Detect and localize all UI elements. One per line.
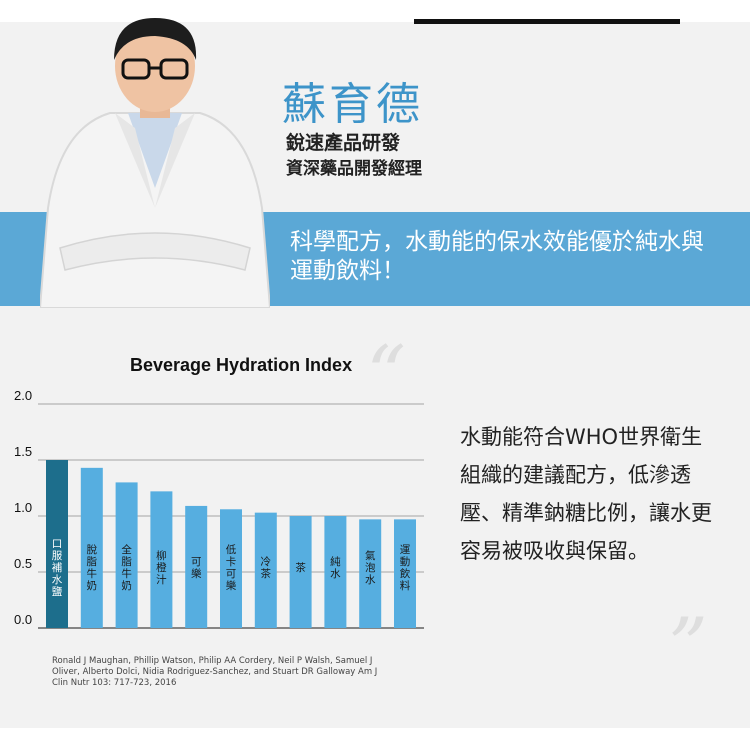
tagline-text: 科學配方，水動能的保水效能優於純水與運動飲料！ <box>290 229 704 284</box>
head-shape <box>115 20 195 112</box>
bar-label-1: 脫脂牛奶 <box>87 544 98 592</box>
hydration-chart: Beverage Hydration Index 0.0 0.5 1.0 1.5 2.0… <box>14 355 424 629</box>
lapel-left <box>115 113 155 208</box>
person-company: 銳速產品研發 <box>286 132 401 154</box>
person-title: 資深藥品開發經理 <box>286 159 422 179</box>
bar-label-5: 低卡可樂 <box>226 543 237 592</box>
bar-label-10: 運動飲料 <box>400 544 411 592</box>
bar-label-3: 柳橙汁 <box>156 549 167 586</box>
bar-0 <box>46 460 68 628</box>
description-text: 水動能符合WHO世界衛生組織的建議配方，低滲透壓、精準鈉糖比例，讓水更容易被吸收… <box>460 425 712 563</box>
y-tick-label: 1.5 <box>14 444 32 459</box>
top-accent-bar <box>414 19 680 24</box>
citation-text: Ronald J Maughan, Phillip Watson, Philip… <box>52 656 378 688</box>
bar-6 <box>254 512 277 628</box>
y-tick-label: 1.0 <box>14 500 32 515</box>
bar-label-8: 純水 <box>330 555 341 580</box>
quote-open-icon: “ <box>366 330 406 420</box>
bar-label-2: 全脂牛奶 <box>121 543 132 592</box>
bar-5 <box>220 509 242 628</box>
bar-3 <box>150 491 173 628</box>
y-tick-label: 0.5 <box>14 556 32 571</box>
quote-close-icon: ” <box>668 602 708 692</box>
bar-label-7: 茶 <box>295 561 306 574</box>
shirt-shape <box>128 113 182 188</box>
arms-shape <box>59 232 251 271</box>
bar-2 <box>115 482 138 628</box>
chart-title: Beverage Hydration Index <box>130 355 352 375</box>
hair-shape <box>114 18 197 60</box>
bar-10 <box>394 519 416 628</box>
bar-label-6: 冷茶 <box>261 555 272 580</box>
bar-label-0: 口服補水鹽 <box>52 538 63 598</box>
bar-label-9: 氣泡水 <box>365 549 376 586</box>
y-tick-label: 2.0 <box>14 388 32 403</box>
bar-4 <box>185 505 208 628</box>
y-tick-label: 0.0 <box>14 612 32 627</box>
bar-8 <box>324 516 347 628</box>
person-name: 蘇育德 <box>282 79 423 130</box>
bar-1 <box>80 467 103 628</box>
bar-7 <box>289 516 312 628</box>
bar-label-4: 可樂 <box>191 556 202 580</box>
lapel-right <box>155 113 195 208</box>
portrait-image <box>40 18 270 308</box>
bar-9 <box>359 519 382 628</box>
